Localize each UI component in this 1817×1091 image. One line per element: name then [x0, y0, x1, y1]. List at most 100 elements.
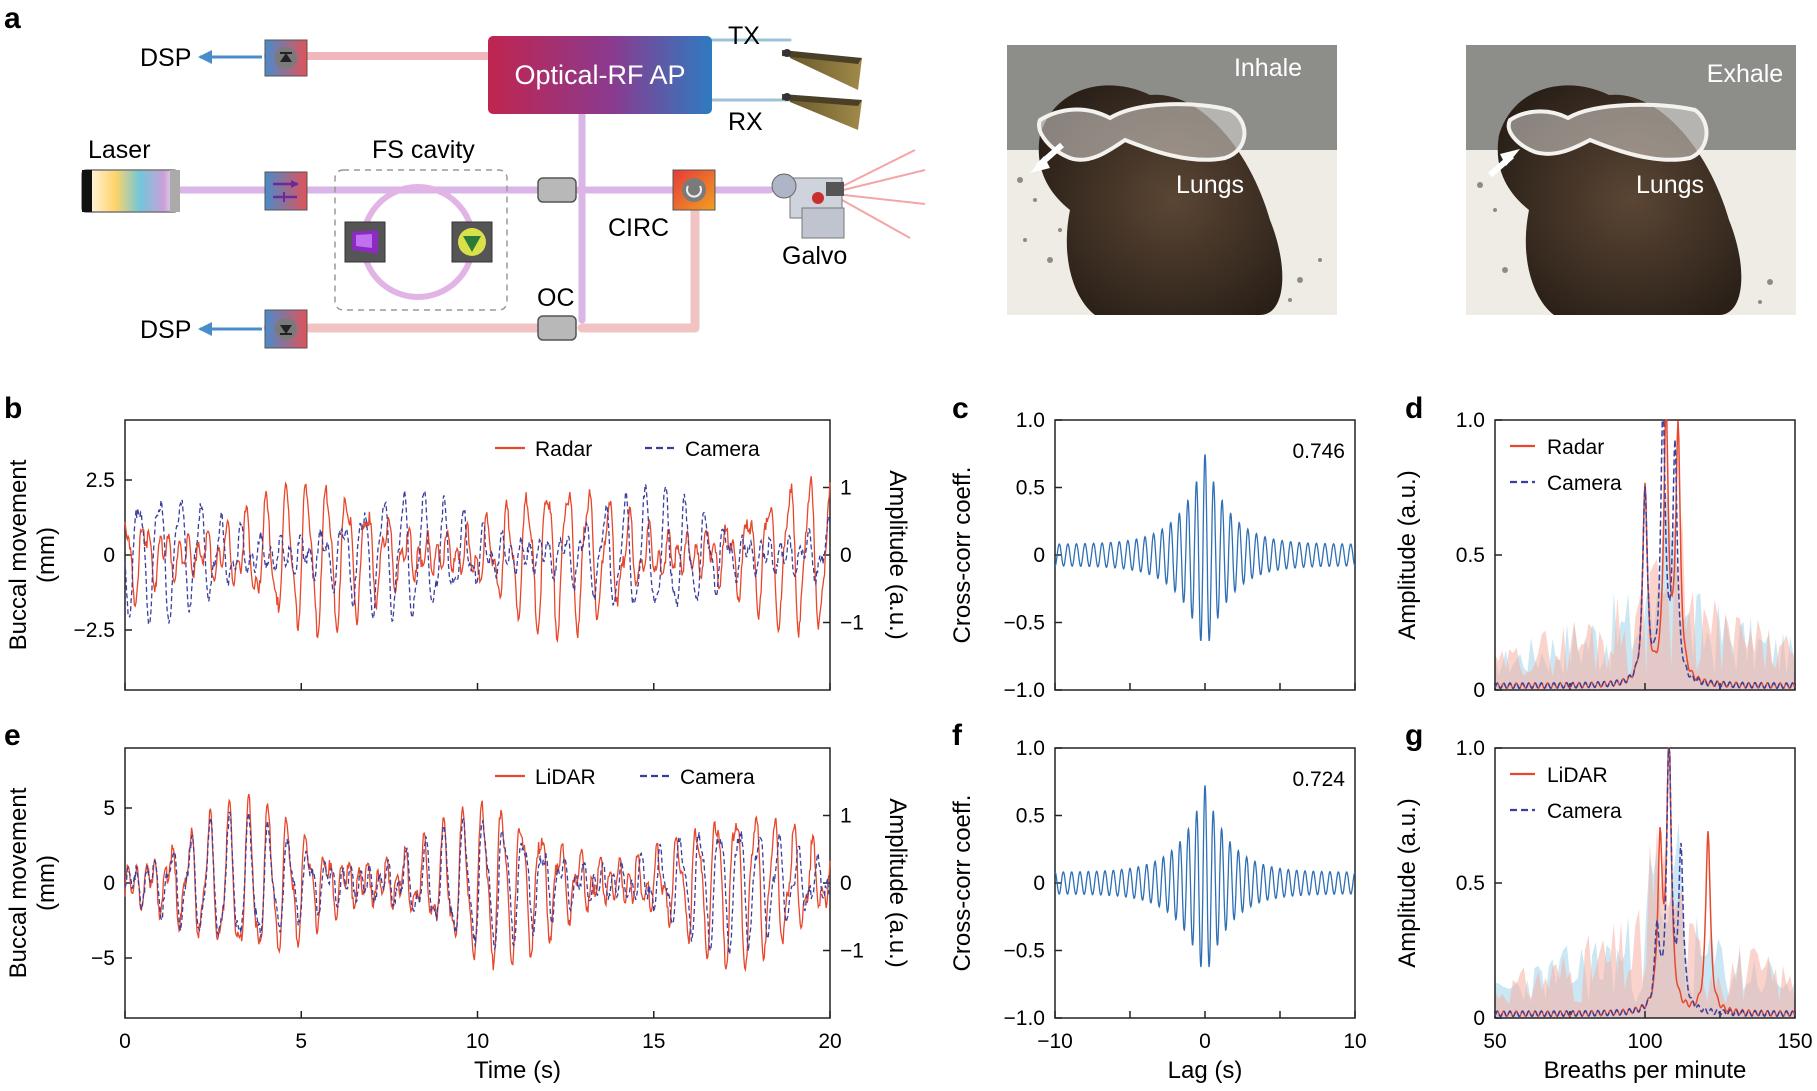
y-tick-label: 0.5: [1456, 544, 1485, 567]
x-axis-label: Time (s): [474, 1057, 561, 1084]
panel-letter-f: f: [952, 719, 963, 752]
y-tick-label: 0: [1033, 544, 1045, 567]
x-tick-label: 0: [1199, 1030, 1211, 1053]
chart-f-cross-correlation: 1.0 0.5 0 −0.5 −1.0−10 0 10 Cross-corr coeff. La…: [949, 737, 1367, 1084]
inhale-title: Inhale: [1234, 54, 1302, 82]
y-tick-label: −2.5: [74, 619, 115, 642]
series-line-radar: [124, 476, 831, 644]
filter-icon: [451, 221, 493, 263]
legend-label: Camera: [1547, 800, 1622, 823]
rx-horn-antenna-icon: [782, 93, 862, 130]
y-tick-label: 1: [840, 477, 852, 500]
y-tick-label: 0: [103, 872, 115, 895]
dsp-arrow-bottom-icon: [198, 322, 262, 336]
axis-label: Amplitude (a.u.): [1394, 470, 1421, 639]
y-tick-label: 0.5: [1016, 805, 1045, 828]
oc-label: OC: [537, 284, 575, 312]
legend-label: Radar: [535, 438, 592, 461]
galvo-label: Galvo: [782, 242, 847, 270]
legend-label: Camera: [685, 438, 760, 461]
y-tick-label: 1.0: [1016, 409, 1045, 432]
legend-label: Radar: [1547, 436, 1604, 459]
x-tick-label: 20: [818, 1030, 841, 1053]
inhale-lungs-label: Lungs: [1176, 171, 1244, 199]
axis-label: Cross-corr coeff.: [949, 467, 976, 644]
y-tick-label: 5: [103, 797, 115, 820]
axis-label: Cross-corr coeff.: [949, 795, 976, 972]
arrow-exhale-icon: [1488, 149, 1520, 178]
panel-a: a DSP Optical-RF A: [4, 2, 926, 349]
y-tick-label: 0: [840, 544, 852, 567]
dsp-label-bottom: DSP: [140, 316, 191, 344]
y-tick-label: 1.0: [1016, 737, 1045, 760]
x-axis-label: Breaths per minute: [1544, 1057, 1747, 1084]
y-tick-label: 1: [840, 805, 852, 828]
x-tick-label: 50: [1483, 1030, 1506, 1053]
photo-inhale: Inhale Lungs: [1007, 45, 1337, 315]
chart-d-spectrum: 1.0 0.5 0 Amplitude (a.u.) Radar Camera: [1394, 409, 1796, 702]
optical-rf-ap-box: Optical-RF AP: [488, 36, 712, 114]
axis-label: Amplitude (a.u.): [884, 470, 911, 639]
legend-label: LiDAR: [1547, 764, 1608, 787]
chart-c-cross-correlation: 1.0 0.5 0 −0.5 −1.0 Cross-corr coeff. 0.746: [949, 409, 1356, 702]
y-tick-label: 0: [103, 544, 115, 567]
laser-icon: [81, 169, 180, 213]
photodetector-bottom-icon: [264, 309, 308, 349]
noise-fill-red: [1495, 827, 1795, 1018]
series-line-camera: [124, 482, 831, 626]
y-tick-label: −0.5: [1004, 940, 1045, 963]
lungs-outline-inhale: [1037, 102, 1247, 162]
dsp-arrow-top-icon: [198, 50, 262, 64]
x-tick-label: 15: [642, 1030, 665, 1053]
tx-label: TX: [728, 22, 760, 50]
coupler-top-icon: [537, 177, 577, 203]
isolator-icon: [264, 171, 308, 211]
y-tick-label: 0: [1473, 1007, 1485, 1030]
x-tick-label: 10: [466, 1030, 489, 1053]
chart-g-spectrum: 1.0 0.5 050 100 150 Amplitude (a.u.) Breaths p…: [1394, 737, 1813, 1084]
y-tick-label: 2.5: [86, 469, 115, 492]
series-line-camera: [124, 811, 831, 956]
panel-letter-d: d: [1405, 392, 1423, 425]
output-coupler-icon: [537, 315, 577, 341]
exhale-lungs-label: Lungs: [1636, 171, 1704, 199]
spectrum-line-camera: [1494, 747, 1796, 1018]
noise-fill-blue: [1495, 822, 1795, 1018]
panel-letter-e: e: [4, 719, 21, 752]
noise-fill-blue: [1495, 491, 1795, 690]
y-tick-label: −1: [840, 940, 864, 963]
cross-corr-line: [1054, 454, 1356, 642]
photo-exhale: Exhale Lungs: [1466, 45, 1796, 315]
lungs-outline-exhale: [1506, 102, 1709, 162]
y-tick-label: −0.5: [1004, 612, 1045, 635]
y-tick-label: 0.5: [1016, 477, 1045, 500]
optical-paths: [176, 38, 792, 333]
y-tick-label: 0: [1473, 679, 1485, 702]
x-tick-label: 100: [1627, 1030, 1662, 1053]
arrow-inhale-icon: [1030, 142, 1064, 173]
axis-label: Buccal movement: [5, 787, 32, 978]
axis-label: Amplitude (a.u.): [884, 798, 911, 967]
panel-letter-a: a: [4, 2, 21, 35]
correlation-value: 0.746: [1292, 440, 1345, 463]
circ-label: CIRC: [608, 214, 669, 242]
y-tick-label: 1.0: [1456, 409, 1485, 432]
dsp-label-top: DSP: [140, 44, 191, 72]
noise-fill-red: [1495, 511, 1795, 690]
series-line-lidar: [124, 793, 831, 973]
optical-rf-ap-label: Optical-RF AP: [514, 60, 685, 90]
rx-label: RX: [728, 108, 763, 136]
x-tick-label: 5: [295, 1030, 307, 1053]
x-tick-label: −10: [1037, 1030, 1073, 1053]
y-tick-label: 0: [840, 872, 852, 895]
x-tick-label: 10: [1343, 1030, 1366, 1053]
y-tick-label: −1.0: [1004, 1007, 1045, 1030]
y-tick-label: 1.0: [1456, 737, 1485, 760]
photodetector-top-icon: [264, 39, 308, 77]
saturable-absorber-icon: [344, 221, 386, 263]
y-tick-label: −1.0: [1004, 679, 1045, 702]
exhale-title: Exhale: [1707, 60, 1783, 88]
axis-label-units: (mm): [33, 527, 60, 583]
x-axis-label: Lag (s): [1168, 1057, 1243, 1084]
